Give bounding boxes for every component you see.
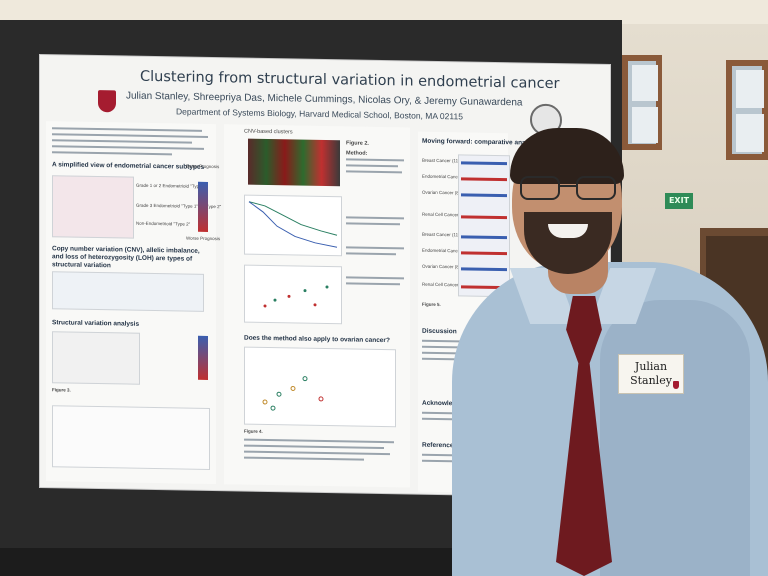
- section-sv-analysis: Structural variation analysis: [52, 319, 140, 328]
- section-simplified-view: A simplified view of endometrial cancer …: [52, 161, 205, 171]
- ovarian-scatter-plot: [244, 346, 396, 428]
- name-badge: Julian Stanley: [618, 354, 684, 394]
- comparative-cnv-plot: [458, 154, 510, 298]
- cancer-label-4: Breast Cancer (11): [422, 231, 460, 238]
- label-grade3: Grade 3 Endometrioid "Type 1" or "Type 2…: [136, 202, 222, 210]
- label-figure5: Figure 5.: [422, 301, 441, 308]
- section-discussion: Discussion: [422, 327, 457, 336]
- label-method: Method:: [346, 150, 368, 157]
- research-poster: Clustering from structural variation in …: [40, 55, 610, 497]
- ovarian-scatter-points: [262, 376, 324, 411]
- poster-title: Clustering from structural variation in …: [140, 68, 560, 93]
- survival-curves: [248, 201, 338, 248]
- label-figure2: Figure 2.: [346, 140, 369, 147]
- label-figure3: Figure 3.: [52, 387, 71, 393]
- label-cnv-clusters: CNV-based clusters: [244, 128, 293, 136]
- scatter-points: [263, 285, 329, 308]
- label-worse-prognosis: Worse Prognosis: [186, 235, 221, 242]
- label-figure4: Figure 4.: [244, 428, 263, 434]
- person-hair: [510, 128, 624, 184]
- cancer-label-2: Ovarian Cancer (89): [422, 189, 463, 196]
- harvard-shield-logo: [98, 90, 116, 113]
- badge-first-name: Julian: [634, 360, 668, 373]
- cancer-label-6: Ovarian Cancer (89): [422, 263, 463, 270]
- uterus-diagram: [52, 175, 134, 239]
- poster-affiliation: Department of Systems Biology, Harvard M…: [176, 106, 463, 122]
- prognosis-gradient: [198, 181, 208, 232]
- survival-curve-plot: [244, 194, 342, 257]
- poster-column-left: A simplified view of endometrial cancer …: [46, 121, 221, 485]
- shirt-shadow: [600, 300, 750, 576]
- chromosome-plot: [52, 405, 210, 470]
- cancer-label-0: Breast Cancer (11): [422, 157, 460, 164]
- label-better-prognosis: Better Prognosis: [186, 163, 220, 170]
- harvard-shield-icon: [673, 381, 679, 389]
- poster-column-right: Moving forward: comparative analyses Bre…: [418, 131, 542, 494]
- label-grade1: Grade 1 or 2 Endometrioid "Type 1": [136, 182, 207, 189]
- cluster-heatmap: [248, 138, 340, 187]
- window-left: [622, 55, 662, 150]
- label-non-endometrioid: Non-Endometrioid "Type 2": [136, 220, 191, 227]
- person-smile: [548, 224, 588, 238]
- exit-sign: EXIT: [665, 193, 693, 209]
- window-right: [726, 60, 768, 160]
- badge-last-name: Stanley: [630, 374, 672, 387]
- comparative-cnv-traces: [461, 161, 507, 290]
- section-ovarian-question: Does the method also apply to ovarian ca…: [244, 334, 390, 345]
- pca-scatter-plot: [244, 264, 342, 325]
- workflow-diagram: [52, 331, 140, 385]
- section-cnv-types: Copy number variation (CNV), allelic imb…: [52, 245, 200, 270]
- subtype-gradient: [198, 335, 208, 380]
- glasses-icon: [520, 176, 616, 202]
- cnv-diagram: [52, 271, 204, 312]
- poster-column-middle: CNV-based clusters Figure 2. Method: Doe…: [224, 124, 410, 488]
